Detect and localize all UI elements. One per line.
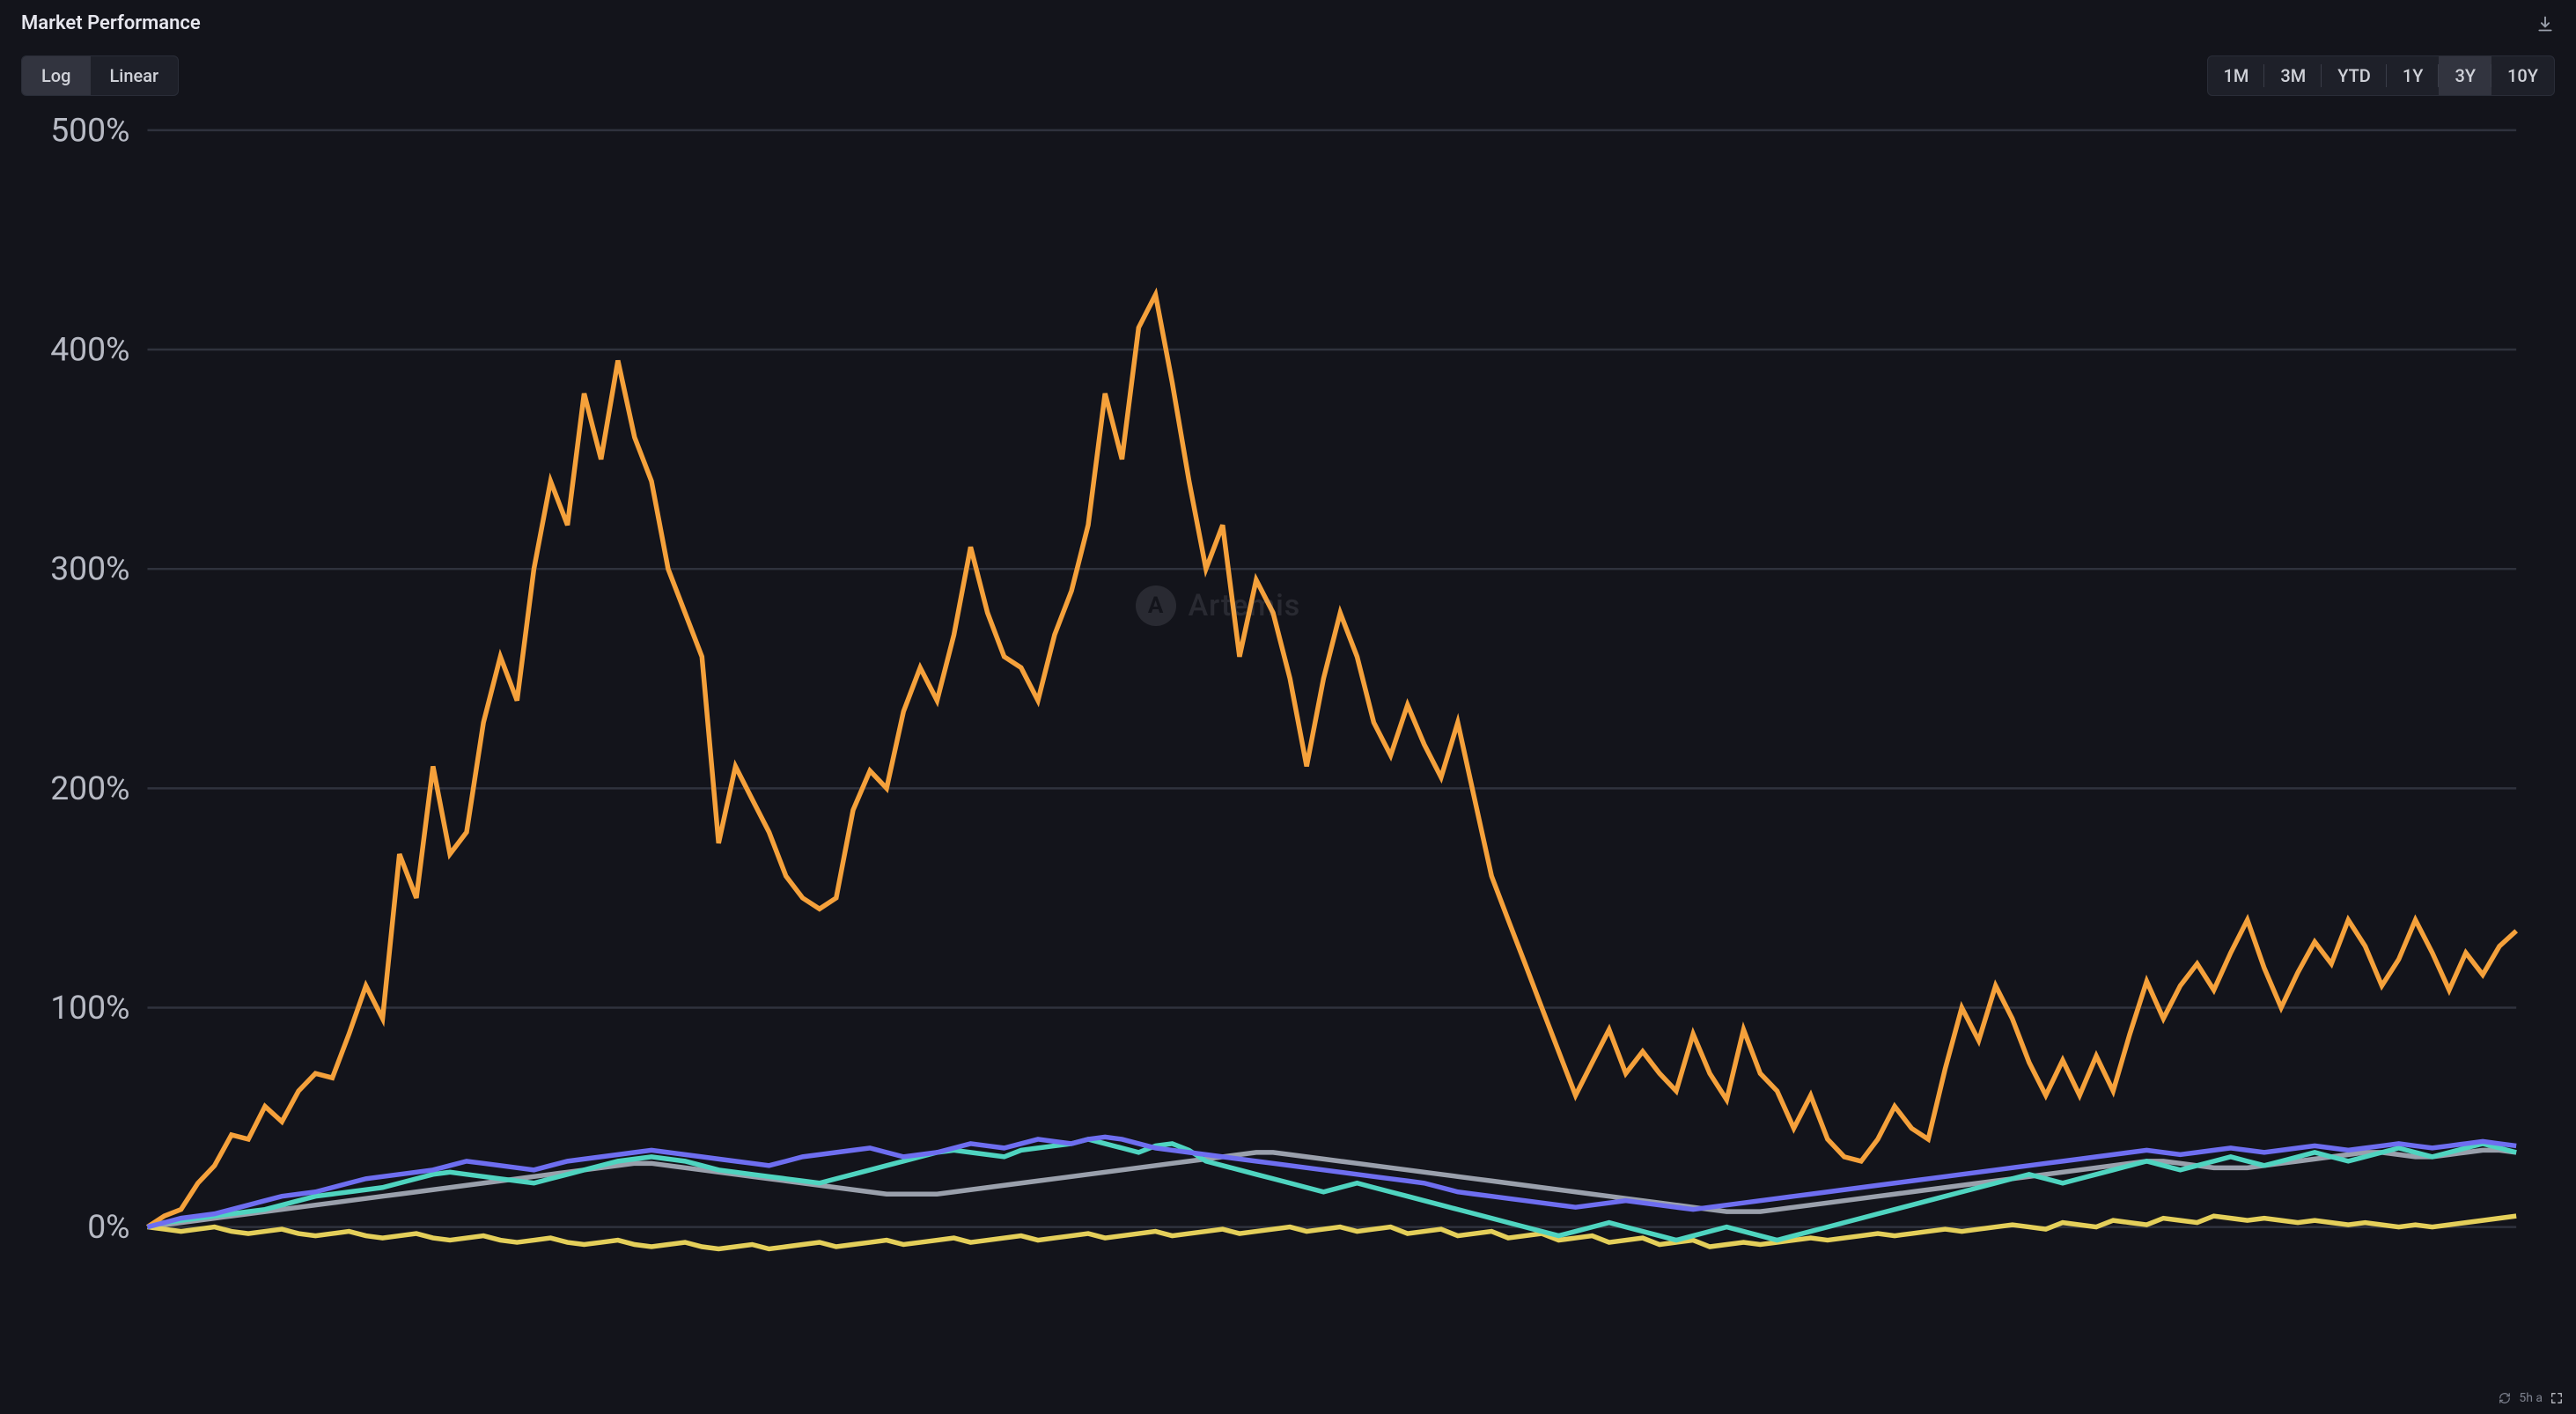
svg-text:100%: 100% — [50, 989, 129, 1027]
scale-toggle: LogLinear — [21, 55, 179, 96]
line-chart: -100%0%100%200%300%400%500%2020-10-21202… — [16, 108, 2560, 1414]
svg-text:400%: 400% — [50, 331, 129, 370]
range-toggle: 1M3MYTD1Y3Y10Y — [2207, 55, 2556, 96]
range-option-ytd[interactable]: YTD — [2322, 56, 2387, 95]
series-line-gold — [147, 1216, 2516, 1248]
scale-option-log[interactable]: Log — [22, 56, 91, 95]
footer-text: 5h a — [2519, 1391, 2543, 1405]
range-option-3m[interactable]: 3M — [2264, 56, 2322, 95]
range-option-1y[interactable]: 1Y — [2387, 56, 2440, 95]
footer-status: 5h a — [2498, 1391, 2564, 1405]
download-button[interactable] — [2536, 14, 2555, 33]
series-line-bitcoin — [147, 295, 2516, 1227]
svg-text:500%: 500% — [50, 111, 129, 150]
svg-text:300%: 300% — [50, 550, 129, 589]
range-option-1m[interactable]: 1M — [2208, 56, 2265, 95]
controls-row: LogLinear 1M3MYTD1Y3Y10Y — [16, 55, 2560, 96]
svg-text:200%: 200% — [50, 770, 129, 808]
market-performance-card: Market Performance LogLinear 1M3MYTD1Y3Y… — [0, 0, 2576, 1414]
fullscreen-button[interactable] — [2550, 1391, 2564, 1405]
chart-title: Market Performance — [21, 12, 201, 34]
header-row: Market Performance — [16, 9, 2560, 40]
svg-text:0%: 0% — [87, 1208, 129, 1247]
range-option-3y[interactable]: 3Y — [2439, 56, 2491, 95]
range-option-10y[interactable]: 10Y — [2491, 56, 2554, 95]
download-icon — [2536, 15, 2554, 33]
chart-area: A Artemis -100%0%100%200%300%400%500%202… — [16, 108, 2560, 1414]
refresh-icon — [2498, 1391, 2512, 1405]
scale-option-linear[interactable]: Linear — [91, 56, 179, 95]
